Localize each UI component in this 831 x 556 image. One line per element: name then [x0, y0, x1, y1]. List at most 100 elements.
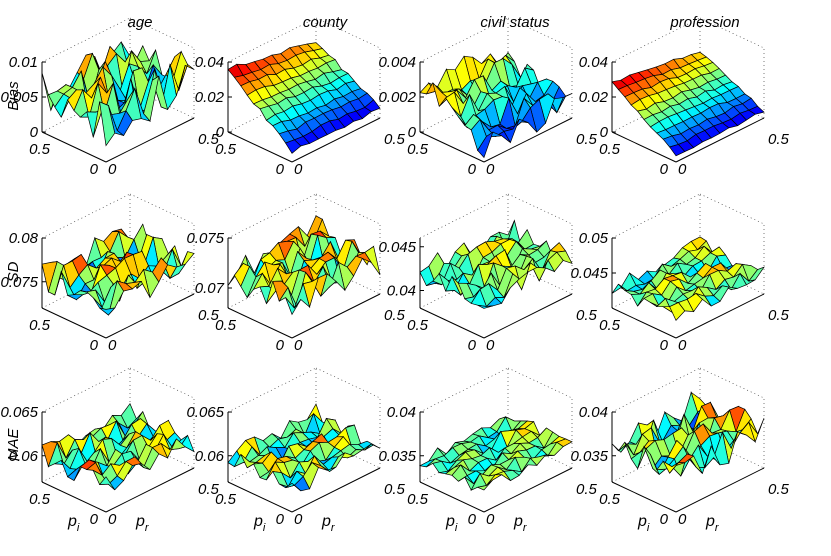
y-tick-label: 0.5 — [29, 141, 51, 158]
axis-line — [41, 481, 107, 513]
y-axis-label: pi — [445, 513, 458, 534]
panel-mae-civil-status: 0.04 0.035 0.5 0 0 0.5 pi pr — [378, 367, 598, 534]
x-axis-label: pr — [513, 513, 528, 534]
x-tick-label: 0 — [678, 337, 687, 354]
z-tick-label: 0.05 — [579, 230, 609, 247]
x-tick-label: 0.5 — [768, 307, 790, 324]
surface-cell — [476, 479, 494, 491]
y-tick-label: 0.5 — [29, 317, 51, 334]
y-tick-label: 0 — [276, 337, 285, 354]
surface-cell — [549, 242, 567, 253]
y-tick-label: 0.5 — [29, 491, 51, 508]
x-tick-label: 0 — [108, 337, 117, 354]
x-tick-label: 0 — [108, 161, 117, 178]
z-tick-label: 0.065 — [186, 404, 224, 421]
x-axis-label: pr — [321, 513, 336, 534]
x-tick-label: 0.5 — [198, 481, 220, 498]
z-tick-label: 0.04 — [579, 404, 608, 421]
panel-sd-county: 0.075 0.07 0.5 0 0 0.5 — [186, 193, 406, 354]
axis-line — [227, 131, 293, 163]
z-tick-label: 0.01 — [9, 54, 38, 71]
z-tick-label: 0 — [30, 124, 39, 141]
axis-line — [227, 481, 293, 513]
z-tick-label: 0.005 — [0, 89, 38, 106]
axis-line — [483, 117, 573, 163]
z-tick-label: 0 — [600, 124, 609, 141]
axis-line — [483, 293, 573, 339]
y-tick-label: 0 — [468, 511, 477, 528]
y-tick-label: 0.5 — [215, 141, 237, 158]
x-tick-label: 0.5 — [384, 307, 406, 324]
x-tick-label: 0 — [486, 337, 495, 354]
y-tick-label: 0 — [276, 511, 285, 528]
y-tick-label: 0 — [660, 337, 669, 354]
x-tick-label: 0.5 — [576, 307, 598, 324]
grid-line — [507, 17, 573, 49]
y-tick-label: 0.5 — [599, 491, 621, 508]
y-tick-label: 0 — [468, 337, 477, 354]
z-tick-label: 0.02 — [195, 89, 225, 106]
grid-line — [129, 367, 195, 399]
column-title-civil-status: civil status — [480, 14, 550, 31]
x-tick-label: 0.5 — [384, 131, 406, 148]
x-tick-label: 0 — [678, 511, 687, 528]
z-tick-label: 0.004 — [378, 54, 416, 71]
panel-mae-age: 0.065 0.06 0.5 0 0 0.5 pi pr — [0, 367, 220, 534]
surface-cell — [669, 462, 685, 474]
z-tick-label: 0 — [216, 124, 225, 141]
x-tick-label: 0 — [294, 161, 303, 178]
y-axis-label: pi — [637, 513, 650, 534]
grid-line — [315, 367, 381, 399]
grid-line — [507, 193, 573, 225]
grid-line — [41, 263, 131, 309]
surface-cell — [98, 476, 116, 491]
grid-line — [611, 17, 701, 63]
z-tick-label: 0.08 — [9, 230, 39, 247]
z-tick-label: 0.075 — [186, 230, 224, 247]
z-tick-label: 0.06 — [9, 448, 39, 465]
panel-sd-civil-status: 0.045 0.04 0.5 0 0 0.5 — [378, 193, 598, 354]
grid-line — [419, 367, 509, 413]
y-tick-label: 0 — [276, 161, 285, 178]
y-tick-label: 0.5 — [407, 491, 429, 508]
grid-line — [419, 263, 509, 309]
z-tick-label: 0.04 — [387, 283, 416, 300]
grid-line — [227, 87, 317, 133]
grid-line — [699, 17, 765, 49]
axis-line — [611, 307, 677, 339]
x-tick-label: 0.5 — [198, 131, 220, 148]
axis-line — [41, 307, 107, 339]
column-title-county: county — [302, 14, 348, 31]
axis-line — [105, 293, 195, 339]
x-tick-label: 0.5 — [576, 481, 598, 498]
panel-mae-county: 0.065 0.06 0.5 0 0 0.5 pi pr — [186, 367, 406, 534]
y-axis-label: pi — [253, 513, 266, 534]
grid-line — [41, 437, 131, 483]
surface-cell — [99, 101, 116, 147]
z-tick-label: 0.04 — [579, 54, 608, 71]
axis-line — [419, 307, 485, 339]
z-tick-label: 0.002 — [378, 89, 416, 106]
z-tick-label: 0.02 — [579, 89, 609, 106]
y-tick-label: 0 — [660, 161, 669, 178]
axis-line — [611, 131, 677, 163]
y-tick-label: 0.5 — [599, 141, 621, 158]
grid-line — [227, 263, 317, 309]
surface-cell — [669, 302, 686, 322]
z-tick-label: 0.04 — [387, 404, 416, 421]
x-tick-label: 0 — [108, 511, 117, 528]
axis-line — [227, 307, 293, 339]
grid-line — [699, 193, 765, 225]
y-tick-label: 0.5 — [215, 491, 237, 508]
x-tick-label: 0.5 — [768, 131, 790, 148]
y-tick-label: 0 — [660, 511, 669, 528]
axis-line — [419, 481, 485, 513]
x-tick-label: 0.5 — [384, 481, 406, 498]
grid-line — [419, 87, 509, 133]
x-tick-label: 0 — [678, 161, 687, 178]
axis-line — [105, 117, 195, 163]
z-tick-label: 0.035 — [378, 448, 416, 465]
